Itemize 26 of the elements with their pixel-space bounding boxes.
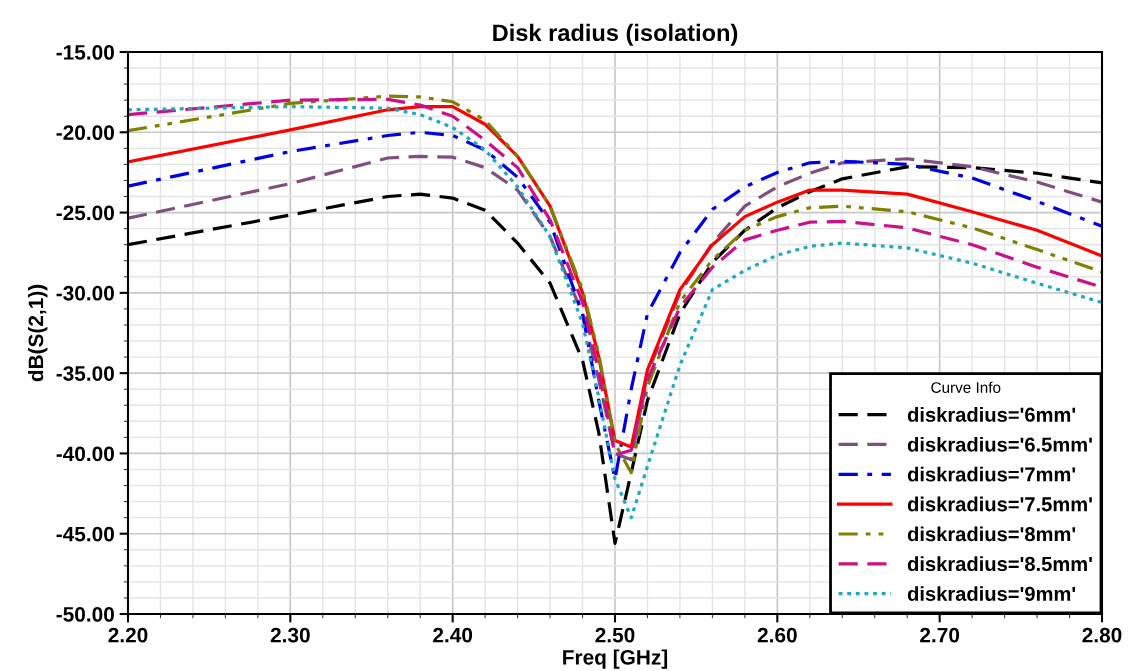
legend-label: diskradius='8mm': [907, 526, 1076, 542]
y-tick-label: -30.00: [56, 285, 114, 301]
x-axis-title: Freq [GHz]: [563, 649, 668, 669]
legend-title: Curve Info: [931, 381, 1001, 393]
y-axis-title: dB(S(2,1)): [27, 284, 48, 382]
legend-label: diskradius='6.5mm': [907, 436, 1092, 452]
y-tick-label: -20.00: [56, 125, 114, 141]
legend-label: diskradius='8.5mm': [907, 556, 1092, 572]
x-tick-label: 2.40: [433, 627, 473, 643]
x-tick-label: 2.20: [108, 627, 148, 643]
y-tick-label: -35.00: [56, 366, 114, 381]
y-tick-label: -25.00: [56, 205, 114, 221]
x-tick-label: 2.30: [270, 627, 310, 643]
legend-label: diskradius='7.5mm': [907, 496, 1092, 512]
x-tick-label: 2.70: [920, 627, 960, 643]
y-tick-label: -15.00: [56, 45, 114, 60]
x-tick-label: 2.50: [595, 627, 635, 643]
y-tick-label: -45.00: [56, 526, 114, 542]
legend-label: diskradius='6mm': [907, 407, 1076, 422]
legend-label: diskradius='9mm': [907, 586, 1076, 601]
y-tick-label: -50.00: [56, 607, 114, 622]
x-tick-label: 2.80: [1082, 627, 1122, 643]
y-tick-label: -40.00: [56, 446, 114, 462]
legend-label: diskradius='7mm': [907, 466, 1076, 482]
chart-title: Disk radius (isolation): [493, 23, 738, 46]
x-tick-label: 2.60: [757, 627, 797, 643]
